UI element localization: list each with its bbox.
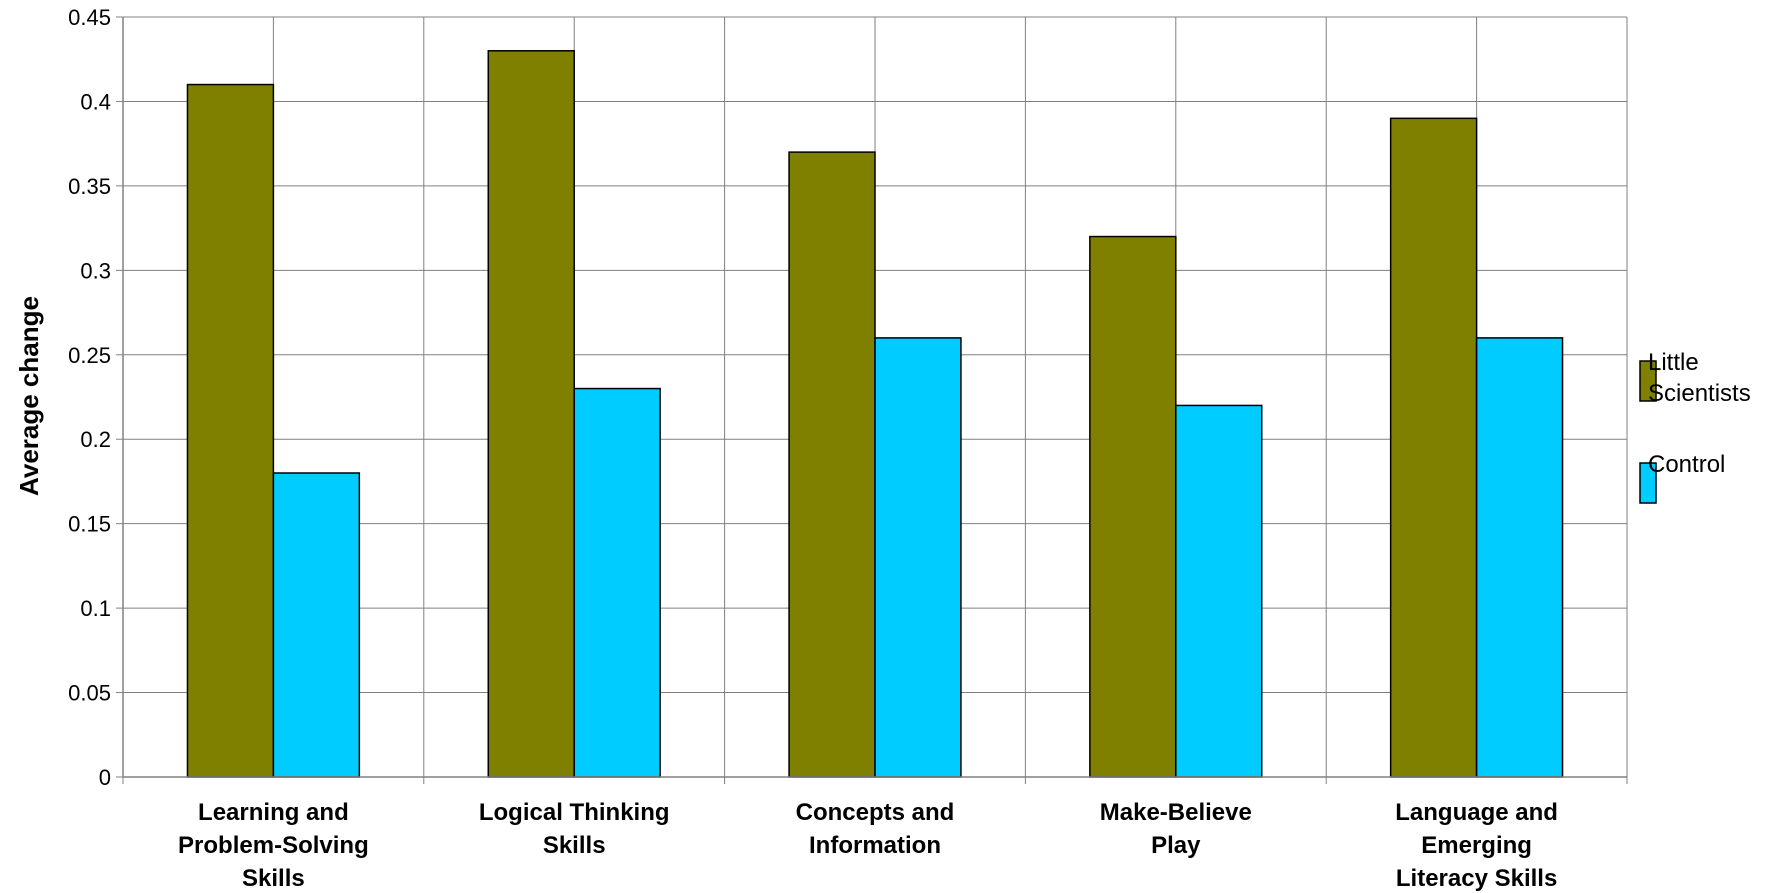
x-category-label: Emerging [1421, 832, 1532, 859]
legend-label: Control [1648, 451, 1725, 478]
y-tick-label: 0.05 [68, 681, 111, 706]
bar-little-scientists [487, 50, 575, 778]
x-category-label: Concepts and [796, 799, 955, 826]
bar-little-scientists [1389, 117, 1478, 778]
bar-control [874, 337, 962, 778]
x-category-label: Language and [1395, 799, 1558, 826]
legend-swatch-little-scientists [1639, 360, 1657, 402]
category-labels: Learning and Problem-Solving Skills Logical… [178, 799, 1558, 892]
x-category-label: Problem-Solving [178, 832, 369, 859]
y-axis-title: Average change [14, 296, 44, 496]
bar-control [573, 387, 661, 778]
x-category-label: Make-Believe [1100, 799, 1252, 826]
axes [116, 16, 1628, 784]
y-tick-label: 0.1 [80, 596, 111, 621]
legend-swatch-control [1639, 462, 1657, 504]
bar-little-scientists [1089, 235, 1177, 778]
y-tick-label: 0.15 [68, 512, 111, 537]
legend-label: Little [1648, 349, 1699, 376]
x-category-label: Information [809, 832, 941, 859]
x-category-label: Skills [543, 832, 606, 859]
y-tick-label: 0.4 [80, 89, 111, 114]
y-tick-label: 0.2 [80, 427, 111, 452]
y-tick-label: 0.35 [68, 174, 111, 199]
bar-control [1175, 404, 1263, 778]
y-tick-label: 0.45 [68, 5, 111, 30]
x-category-label: Skills [242, 865, 305, 892]
bar-control [1475, 337, 1564, 778]
legend: Little Scientists Control [1639, 349, 1751, 504]
y-tick-labels: 0 0.05 0.1 0.15 0.2 0.25 0.3 0.35 0.4 0.45 [68, 5, 111, 790]
legend-label: Scientists [1648, 380, 1751, 407]
y-tick-label: 0 [99, 765, 111, 790]
y-tick-label: 0.3 [80, 258, 111, 283]
bar-little-scientists [186, 83, 275, 778]
x-category-label: Literacy Skills [1396, 865, 1557, 892]
bar-control [272, 472, 361, 778]
x-category-label: Learning and [198, 799, 349, 826]
x-category-label: Play [1151, 832, 1201, 859]
x-category-label: Logical Thinking [479, 799, 670, 826]
bar-little-scientists [788, 151, 876, 778]
bars [186, 50, 1564, 778]
y-tick-label: 0.25 [68, 343, 111, 368]
